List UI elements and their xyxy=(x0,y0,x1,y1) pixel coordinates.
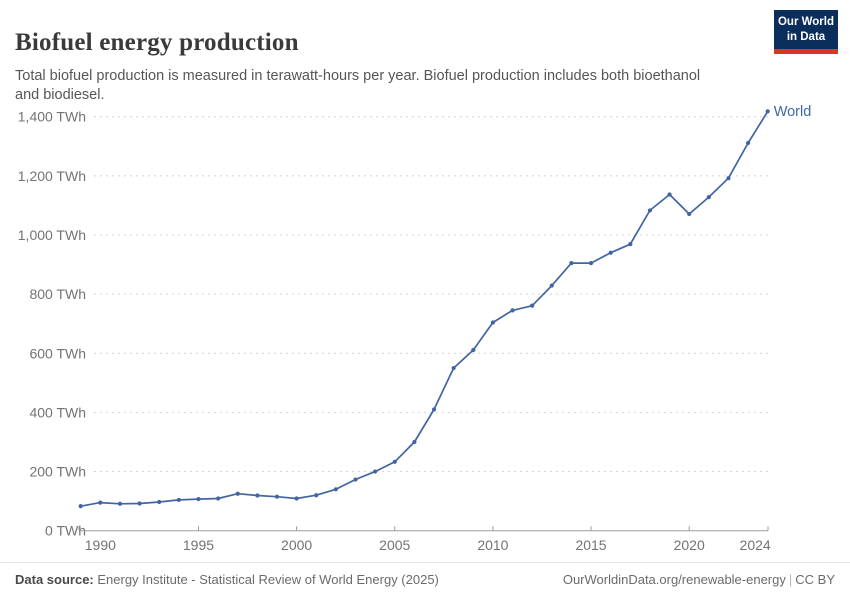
data-point-2024[interactable] xyxy=(765,109,770,114)
data-source-label: Data source: xyxy=(15,572,94,587)
x-axis-label-2005: 2005 xyxy=(379,537,410,553)
x-axis-label-2020: 2020 xyxy=(674,537,705,553)
data-point-1991[interactable] xyxy=(117,501,123,506)
data-point-2000[interactable] xyxy=(294,496,299,501)
y-axis-label-1000: 1,000 TWh xyxy=(18,227,86,243)
data-point-2002[interactable] xyxy=(333,487,338,492)
y-axis-label-200: 200 TWh xyxy=(29,464,86,480)
x-axis-label-2024: 2024 xyxy=(740,537,771,553)
data-point-2014[interactable] xyxy=(569,260,574,266)
data-point-2010[interactable] xyxy=(490,320,495,325)
data-point-2016[interactable] xyxy=(608,250,613,255)
data-source-note: Data source: Energy Institute - Statisti… xyxy=(15,572,439,587)
y-axis-label-0: 0 TWh xyxy=(45,523,86,539)
data-point-2006[interactable] xyxy=(412,439,417,445)
world-series-line xyxy=(79,110,769,508)
series-label-world[interactable]: World xyxy=(774,104,812,120)
data-point-2019[interactable] xyxy=(667,192,672,197)
data-point-2023[interactable] xyxy=(745,140,751,146)
data-point-2020[interactable] xyxy=(687,211,692,217)
data-point-2012[interactable] xyxy=(530,303,535,308)
x-axis-label-2010: 2010 xyxy=(477,537,508,553)
data-point-2007[interactable] xyxy=(431,407,437,412)
data-point-2005[interactable] xyxy=(392,459,397,464)
data-point-1998[interactable] xyxy=(255,493,260,498)
page-title: Biofuel energy production xyxy=(15,28,299,56)
owid-url-link[interactable]: OurWorldinData.org/renewable-energy xyxy=(562,572,786,587)
y-axis-label-600: 600 TWh xyxy=(29,345,86,361)
x-axis-label-2015: 2015 xyxy=(575,537,606,553)
x-axis-label-1995: 1995 xyxy=(183,537,214,553)
data-point-1993[interactable] xyxy=(157,499,162,505)
data-source-text: Energy Institute - Statistical Review of… xyxy=(93,572,439,587)
data-point-1995[interactable] xyxy=(196,496,201,502)
footer-links: OurWorldinData.org/renewable-energy | CC B… xyxy=(563,572,835,587)
data-point-2003[interactable] xyxy=(353,477,358,482)
y-axis-label-1200: 1,200 TWh xyxy=(18,168,86,184)
data-point-2008[interactable] xyxy=(451,365,456,371)
data-point-1989[interactable] xyxy=(78,504,83,509)
data-point-2009[interactable] xyxy=(471,347,476,353)
license-badge[interactable]: CC BY xyxy=(795,572,835,587)
data-point-1992[interactable] xyxy=(137,501,142,506)
owid-logo[interactable]: Our World in Data xyxy=(774,10,838,54)
data-point-2013[interactable] xyxy=(549,283,554,288)
footer-separator: | xyxy=(788,572,793,587)
x-axis-label-1990: 1990 xyxy=(85,537,116,553)
data-point-2004[interactable] xyxy=(373,469,378,474)
owid-logo-line2: in Data xyxy=(786,30,826,43)
x-axis-label-2000: 2000 xyxy=(281,537,312,553)
data-point-1990[interactable] xyxy=(98,500,103,505)
data-point-2021[interactable] xyxy=(706,195,711,200)
data-point-2001[interactable] xyxy=(314,493,319,498)
chart-subtitle: Total biofuel production is measured in … xyxy=(15,67,701,103)
y-axis-label-800: 800 TWh xyxy=(29,286,86,302)
data-point-2018[interactable] xyxy=(647,208,653,213)
data-point-2017[interactable] xyxy=(628,242,633,247)
chart-footer: Data source: Energy Institute - Statisti… xyxy=(0,562,850,600)
data-point-2022[interactable] xyxy=(726,176,731,181)
y-axis-label-1400: 1,400 TWh xyxy=(18,109,86,125)
data-point-1994[interactable] xyxy=(176,497,181,503)
owid-logo-line1: Our World xyxy=(777,16,834,28)
data-point-2011[interactable] xyxy=(510,308,515,313)
data-point-1997[interactable] xyxy=(235,491,240,496)
data-point-1999[interactable] xyxy=(274,494,280,499)
data-point-1996[interactable] xyxy=(216,496,221,501)
y-axis-label-400: 400 TWh xyxy=(29,404,86,420)
data-point-2015[interactable] xyxy=(588,260,594,266)
